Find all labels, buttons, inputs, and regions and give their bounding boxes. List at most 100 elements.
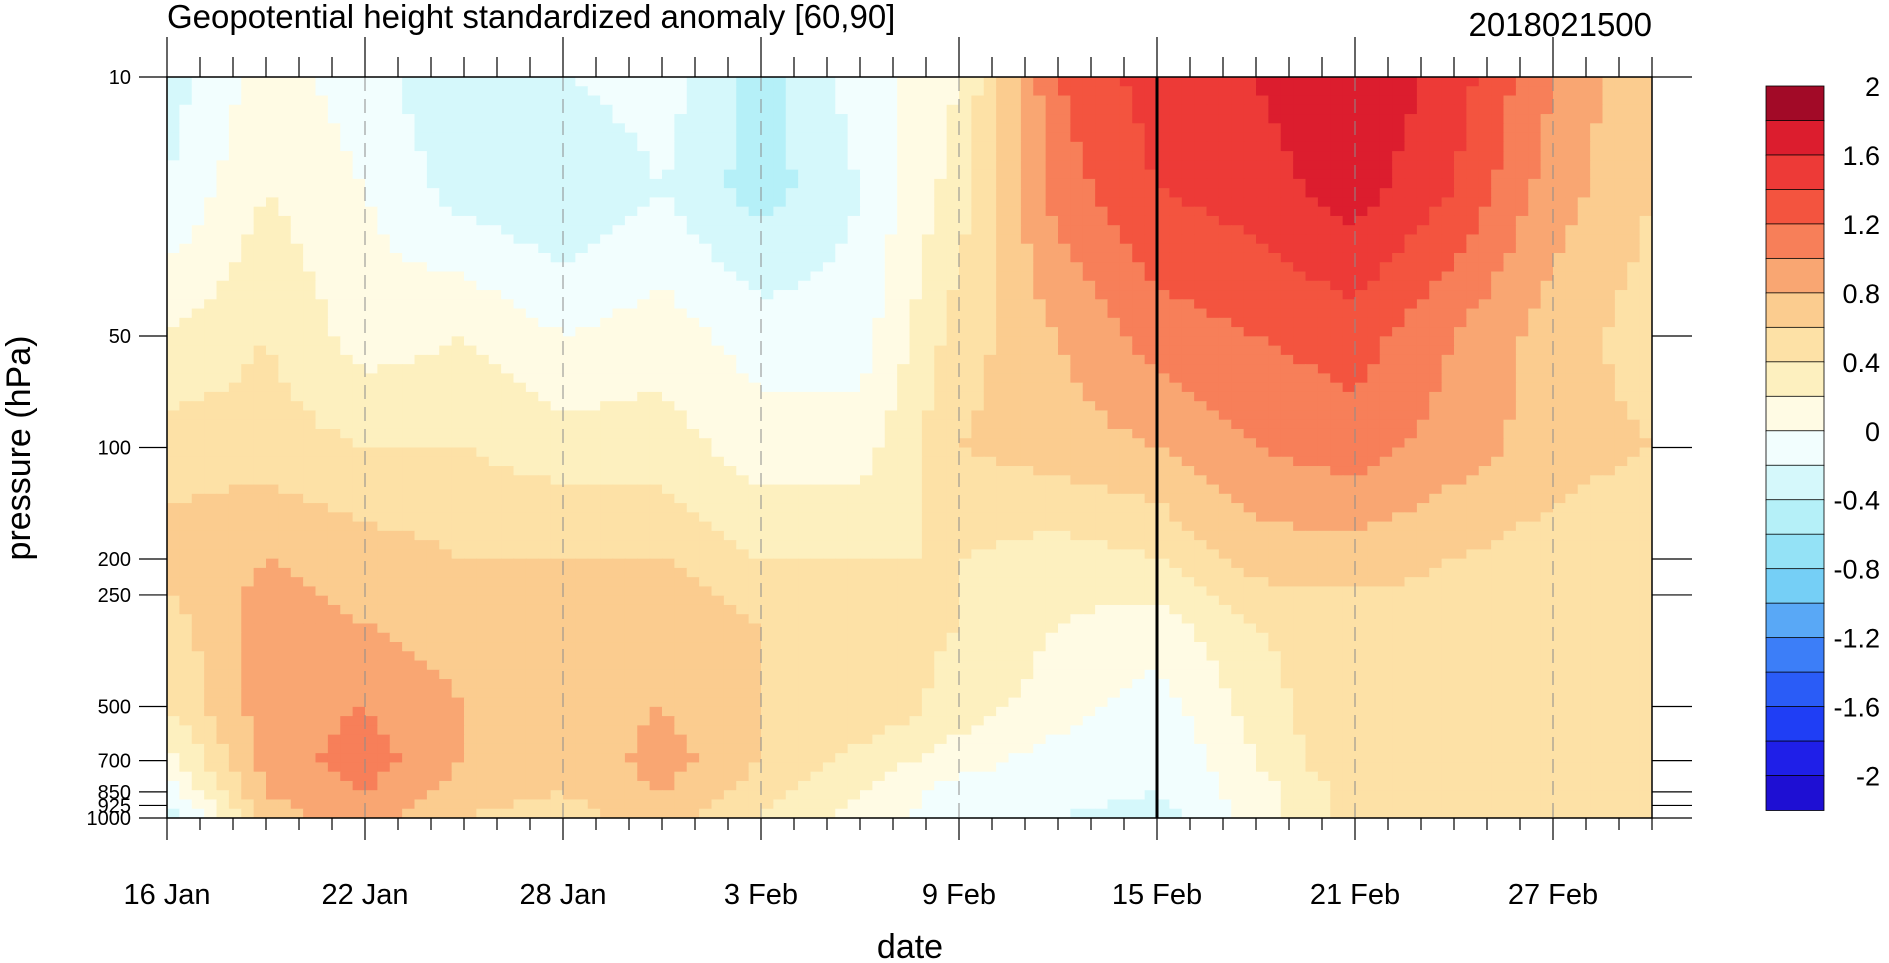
contour-cell (563, 317, 576, 328)
contour-cell (1206, 178, 1220, 189)
contour-cell (1082, 299, 1096, 310)
contour-cell (327, 141, 341, 152)
contour-cell (1293, 169, 1307, 180)
contour-cell (1268, 95, 1282, 106)
contour-cell (538, 114, 552, 124)
contour-cell (228, 225, 242, 236)
contour-cell (1379, 169, 1393, 180)
contour-cell (476, 86, 490, 97)
contour-cell (699, 299, 713, 310)
contour-cell (253, 336, 267, 347)
contour-cell (501, 77, 515, 87)
contour-cell (822, 336, 836, 347)
contour-cell (1231, 169, 1245, 180)
contour-cell (600, 141, 614, 152)
contour-cell (1157, 178, 1170, 189)
contour-cell (612, 141, 626, 152)
contour-cell (662, 364, 675, 374)
contour-cell (550, 336, 564, 347)
contour-cell (1602, 373, 1616, 384)
contour-cell (191, 317, 205, 328)
contour-cell (1008, 354, 1022, 365)
contour-cell (575, 252, 589, 263)
contour-cell (1565, 373, 1579, 384)
contour-cell (1515, 114, 1529, 124)
contour-cell (748, 252, 762, 263)
contour-cell (1553, 77, 1566, 87)
contour-cell (327, 86, 341, 97)
contour-cell (624, 141, 638, 152)
contour-cell (1639, 299, 1652, 310)
contour-cell (315, 382, 329, 393)
contour-cell (971, 141, 985, 152)
contour-cell (476, 308, 490, 319)
contour-cell (1330, 410, 1344, 421)
contour-cell (167, 401, 180, 412)
contour-cell (884, 77, 898, 87)
contour-cell (934, 401, 948, 412)
contour-cell (1553, 280, 1566, 291)
contour-cell (600, 308, 614, 319)
contour-cell (1008, 447, 1022, 458)
contour-cell (1181, 77, 1195, 87)
contour-cell (773, 354, 787, 365)
contour-cell (1553, 178, 1566, 189)
contour-cell (1107, 169, 1121, 180)
contour-cell (1515, 290, 1529, 300)
contour-cell (785, 327, 799, 337)
contour-cell (501, 234, 515, 245)
contour-cell (909, 280, 923, 291)
contour-cell (525, 215, 539, 226)
contour-cell (352, 317, 366, 328)
contour-cell (352, 188, 366, 199)
contour-cell (662, 410, 675, 421)
contour-cell (1169, 132, 1183, 143)
contour-cell (1355, 188, 1368, 199)
contour-cell (1478, 243, 1492, 254)
contour-cell (513, 225, 527, 236)
contour-cell (525, 206, 539, 217)
contour-cell (600, 197, 614, 208)
contour-cell (1639, 132, 1652, 143)
contour-cell (550, 160, 564, 171)
contour-cell (266, 290, 279, 300)
contour-cell (204, 336, 218, 347)
contour-cell (1008, 428, 1022, 439)
contour-cell (909, 271, 923, 282)
contour-cell (1614, 252, 1628, 263)
contour-cell (1020, 95, 1034, 106)
contour-cell (266, 354, 279, 365)
contour-cell (1045, 428, 1059, 439)
contour-cell (179, 438, 193, 449)
contour-cell (761, 401, 774, 412)
contour-cell (464, 354, 477, 365)
contour-cell (191, 141, 205, 152)
contour-cell (624, 95, 638, 106)
contour-cell (946, 77, 960, 87)
contour-cell (253, 354, 267, 365)
contour-cell (884, 456, 898, 467)
contour-cell (525, 86, 539, 97)
contour-cell (1119, 410, 1133, 421)
contour-cell (1577, 438, 1591, 449)
contour-cell (1379, 271, 1393, 282)
contour-cell (996, 345, 1010, 356)
contour-cell (253, 410, 267, 421)
contour-cell (327, 364, 341, 374)
contour-cell (872, 447, 886, 458)
contour-cell (860, 104, 873, 115)
contour-cell (1132, 410, 1146, 421)
contour-cell (352, 364, 366, 374)
contour-cell (228, 419, 242, 430)
contour-cell (1466, 206, 1480, 217)
contour-cell (241, 345, 255, 356)
contour-cell (414, 169, 428, 180)
contour-cell (253, 169, 267, 180)
contour-cell (674, 447, 688, 458)
contour-cell (191, 271, 205, 282)
contour-cell (488, 447, 502, 458)
contour-cell (686, 428, 700, 439)
contour-cell (340, 373, 354, 384)
contour-cell (637, 95, 651, 106)
contour-cell (1454, 336, 1467, 347)
